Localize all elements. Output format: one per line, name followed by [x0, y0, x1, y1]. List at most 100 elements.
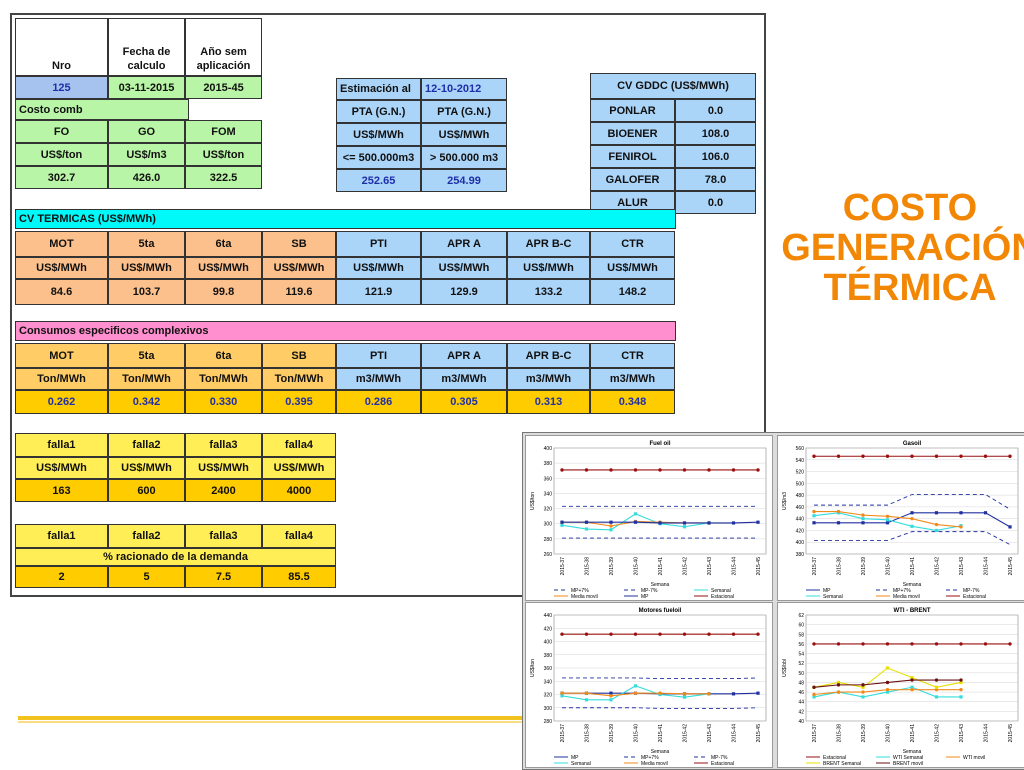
data-point	[707, 632, 711, 636]
falla-col: falla1	[15, 433, 108, 457]
y-tick-label: 520	[796, 470, 805, 476]
y-tick-label: 320	[544, 507, 553, 513]
cv-termicas-col: 5ta	[108, 231, 185, 257]
data-point	[560, 523, 564, 527]
data-point	[836, 454, 841, 458]
costo-comb-unit: US$/ton	[185, 143, 262, 166]
data-point	[910, 524, 914, 528]
data-point	[584, 698, 589, 702]
x-tick-label: 2015-43	[707, 557, 713, 576]
cv-termicas-unit: US$/MWh	[507, 257, 590, 279]
anio-value: 2015-45	[185, 76, 262, 99]
data-point	[934, 685, 939, 689]
y-axis-label: US$/ton	[530, 492, 536, 510]
legend-label: MP+7%	[641, 755, 659, 761]
data-point	[609, 520, 613, 524]
data-point	[910, 685, 914, 689]
costo-comb-col: FO	[15, 120, 108, 143]
data-point	[707, 468, 711, 472]
costo-comb-col: FOM	[185, 120, 262, 143]
x-tick-label: 2015-45	[1008, 724, 1014, 743]
data-point	[910, 642, 914, 646]
legend-label: MP	[571, 755, 579, 761]
y-tick-label: 48	[798, 680, 804, 686]
consumos-col: SB	[262, 343, 336, 368]
y-tick-label: 420	[796, 528, 805, 534]
y-tick-label: 400	[544, 640, 553, 646]
data-point	[658, 521, 662, 525]
y-tick-label: 500	[796, 481, 805, 487]
estimacion-unit: US$/MWh	[421, 123, 507, 146]
chart-svg: Motores fueloil 280 300 320 340 360 380 400 420 4…	[530, 608, 767, 767]
data-point	[959, 642, 963, 646]
y-axis-label: US$/bbl	[782, 659, 788, 677]
x-tick-label: 2015-39	[609, 724, 615, 743]
cv-gddc-value: 78.0	[675, 168, 756, 191]
nro-value: 125	[15, 76, 108, 99]
consumos-value: 0.286	[336, 390, 421, 414]
y-tick-label: 340	[544, 491, 553, 497]
consumos-value: 0.262	[15, 390, 108, 414]
consumos-value: 0.342	[108, 390, 185, 414]
data-point	[658, 632, 662, 636]
y-tick-label: 400	[796, 540, 805, 546]
falla-racionado-value: 85.5	[262, 566, 336, 588]
legend-label: Estacional	[963, 594, 986, 600]
data-point	[812, 454, 816, 458]
y-tick-label: 50	[798, 671, 804, 677]
cv-termicas-col: APR B-C	[507, 231, 590, 257]
chart-title: Motores fueloil	[639, 608, 682, 614]
x-tick-label: 2015-38	[837, 724, 843, 743]
data-point	[584, 527, 589, 531]
estimacion-col: PTA (G.N.)	[421, 100, 507, 123]
consumos-col: CTR	[590, 343, 675, 368]
y-tick-label: 360	[544, 666, 553, 672]
y-tick-label: 320	[544, 693, 553, 699]
data-point	[731, 521, 736, 525]
y-tick-label: 280	[544, 537, 553, 543]
y-tick-label: 58	[798, 632, 804, 638]
x-tick-label: 2015-37	[560, 557, 566, 576]
legend-label: BRENT movil	[893, 761, 923, 767]
x-tick-label: 2015-41	[658, 557, 664, 576]
data-point	[609, 632, 613, 636]
x-tick-label: 2015-42	[935, 557, 941, 576]
data-point	[707, 521, 711, 525]
cv-gddc-value: 108.0	[675, 122, 756, 145]
consumos-col: 5ta	[108, 343, 185, 368]
falla-col: falla3	[185, 433, 262, 457]
cv-termicas-col: APR A	[421, 231, 507, 257]
data-point	[983, 642, 988, 646]
x-tick-label: 2015-39	[861, 724, 867, 743]
cv-termicas-unit: US$/MWh	[108, 257, 185, 279]
estimacion-unit: US$/MWh	[336, 123, 421, 146]
x-tick-label: 2015-37	[812, 724, 818, 743]
y-tick-label: 380	[544, 461, 553, 467]
consumos-col: APR A	[421, 343, 507, 368]
consumos-unit: m3/MWh	[421, 368, 507, 390]
consumos-value: 0.330	[185, 390, 262, 414]
cv-termicas-value: 133.2	[507, 279, 590, 305]
consumos-value: 0.305	[421, 390, 507, 414]
costo-comb-unit: US$/ton	[15, 143, 108, 166]
y-tick-label: 420	[544, 626, 553, 632]
data-point	[861, 683, 865, 687]
consumos-value: 0.348	[590, 390, 675, 414]
data-point	[812, 642, 816, 646]
data-point	[885, 680, 890, 685]
y-tick-label: 380	[544, 653, 553, 659]
x-tick-label: 2015-40	[886, 724, 892, 743]
costo-comb-col: GO	[108, 120, 185, 143]
cv-gddc-value: 106.0	[675, 145, 756, 168]
consumos-unit: m3/MWh	[507, 368, 590, 390]
x-tick-label: 2015-43	[959, 557, 965, 576]
falla-racionado-col: falla2	[108, 524, 185, 548]
consumos-unit: m3/MWh	[336, 368, 421, 390]
x-tick-label: 2015-44	[984, 724, 990, 743]
plot-area	[553, 447, 767, 555]
x-tick-label: 2015-37	[560, 724, 566, 743]
data-point	[731, 468, 736, 472]
data-point	[633, 691, 638, 695]
x-tick-label: 2015-40	[634, 557, 640, 576]
data-point	[707, 692, 711, 696]
